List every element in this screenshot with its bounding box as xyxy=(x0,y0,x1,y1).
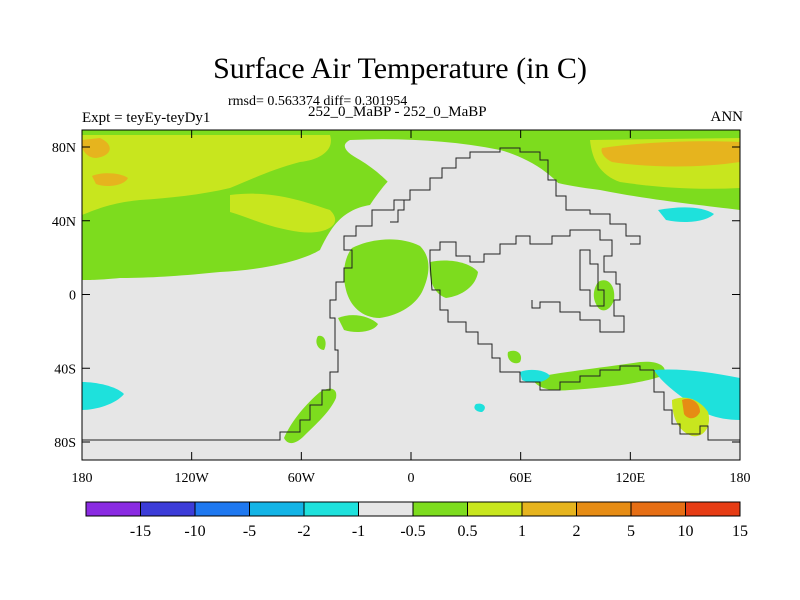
green-blob-west xyxy=(316,335,326,350)
y-tick-label: 40N xyxy=(52,215,76,230)
cyan-field-southwest xyxy=(82,382,124,410)
colorbar-label: -5 xyxy=(243,523,256,540)
y-tick-label: 80N xyxy=(52,141,76,156)
cyan-patch-northeast xyxy=(658,207,714,222)
cyan-field-southeast xyxy=(654,369,740,420)
orange-patch-southeast xyxy=(682,398,700,419)
colorbar-swatch xyxy=(685,501,741,517)
x-tick-label: 0 xyxy=(408,471,415,486)
colorbar-label: 2 xyxy=(573,523,581,540)
colorbar-label: 1 xyxy=(518,523,526,540)
x-tick-label: 180 xyxy=(72,471,93,486)
case-pair-label: 252_0_MaBP - 252_0_MaBP xyxy=(308,104,487,120)
x-axis: 180 120W 60W 0 60E 120E 180 xyxy=(72,130,751,486)
colorbar-swatch xyxy=(249,501,305,517)
colorbar-label: 10 xyxy=(678,523,694,540)
colorbar-label: 15 xyxy=(732,523,748,540)
green-blob-tropical-3 xyxy=(338,315,378,332)
experiment-label: Expt = teyEy-teyDy1 xyxy=(82,110,211,126)
x-tick-label: 120E xyxy=(616,471,646,486)
colorbar-swatch xyxy=(412,501,468,517)
green-blob-south-1 xyxy=(507,350,522,364)
x-tick-label: 60E xyxy=(509,471,532,486)
cyan-dot-south xyxy=(474,403,485,412)
x-tick-label: 60W xyxy=(288,471,316,486)
colorbar-swatch xyxy=(194,501,250,517)
colorbar-swatch xyxy=(467,501,523,517)
y-tick-label: 40S xyxy=(54,362,76,377)
y-tick-label: 0 xyxy=(69,289,76,304)
colorbar-label: -10 xyxy=(184,523,205,540)
yellow-field-central xyxy=(230,193,336,233)
colorbar-swatch xyxy=(521,501,577,517)
season-label: ANN xyxy=(710,109,744,125)
y-tick-label: 80S xyxy=(54,436,76,451)
colorbar-label: 5 xyxy=(627,523,635,540)
colorbar-label: -2 xyxy=(297,523,310,540)
x-tick-label: 120W xyxy=(175,471,210,486)
colorbar-label: -1 xyxy=(352,523,365,540)
colorbar-swatch xyxy=(358,501,414,517)
grey-gap-east xyxy=(520,223,659,286)
anomaly-field xyxy=(82,130,740,444)
colorbar-swatch xyxy=(85,501,141,517)
colorbar-label: -0.5 xyxy=(400,523,425,540)
colorbar-label: -15 xyxy=(130,523,151,540)
orange-patch-1 xyxy=(82,138,110,158)
colorbar-swatch xyxy=(630,501,686,517)
colorbar-swatch xyxy=(140,501,196,517)
y-axis: 80N 40N 0 40S 80S xyxy=(52,141,740,451)
orange-patch-northeast xyxy=(601,141,740,167)
stats-label: rmsd= 0.563374 diff= 0.301954 xyxy=(228,94,408,109)
colorbar-label: 0.5 xyxy=(458,523,478,540)
yellow-field-northwest xyxy=(82,135,331,215)
grey-gap-continental xyxy=(344,139,571,262)
colorbar: -15 -10 -5 -2 -1 -0.5 0.5 1 2 5 10 15 xyxy=(85,501,748,540)
map-title: Surface Air Temperature (in C) xyxy=(213,52,587,85)
colorbar-swatch xyxy=(576,501,632,517)
coastline xyxy=(82,147,740,441)
orange-patch-2 xyxy=(92,173,128,186)
green-blob-tropical-2 xyxy=(429,260,478,298)
x-tick-label: 180 xyxy=(730,471,751,486)
green-blob-tropical-1 xyxy=(344,239,429,318)
cyan-patch-south xyxy=(520,369,550,383)
colorbar-swatch xyxy=(303,501,359,517)
